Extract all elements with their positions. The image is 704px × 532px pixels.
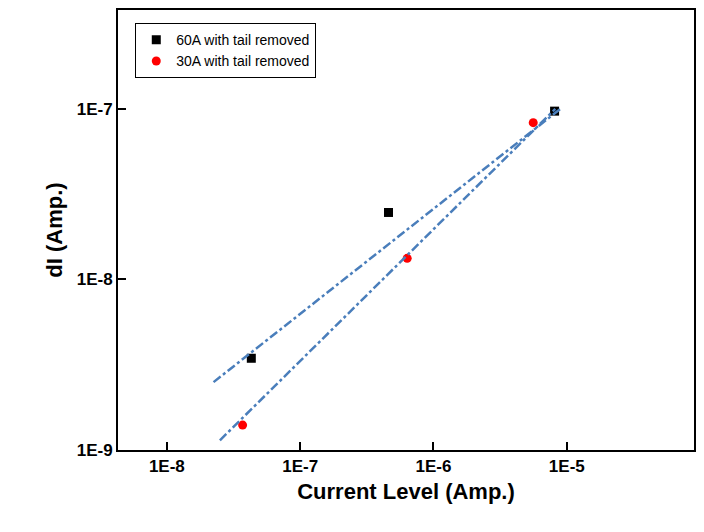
svg-text:60A with tail removed: 60A with tail removed bbox=[176, 32, 309, 48]
svg-text:1E-8: 1E-8 bbox=[77, 270, 113, 289]
svg-text:dI (Amp.): dI (Amp.) bbox=[42, 182, 67, 277]
svg-text:1E-7: 1E-7 bbox=[77, 100, 113, 119]
svg-text:1E-7: 1E-7 bbox=[282, 457, 318, 476]
svg-text:1E-8: 1E-8 bbox=[149, 457, 185, 476]
svg-text:30A with tail removed: 30A with tail removed bbox=[176, 53, 309, 69]
svg-text:Current Level (Amp.): Current Level (Amp.) bbox=[297, 479, 515, 504]
svg-text:1E-9: 1E-9 bbox=[77, 441, 113, 460]
svg-text:1E-5: 1E-5 bbox=[549, 457, 585, 476]
svg-text:1E-6: 1E-6 bbox=[416, 457, 452, 476]
